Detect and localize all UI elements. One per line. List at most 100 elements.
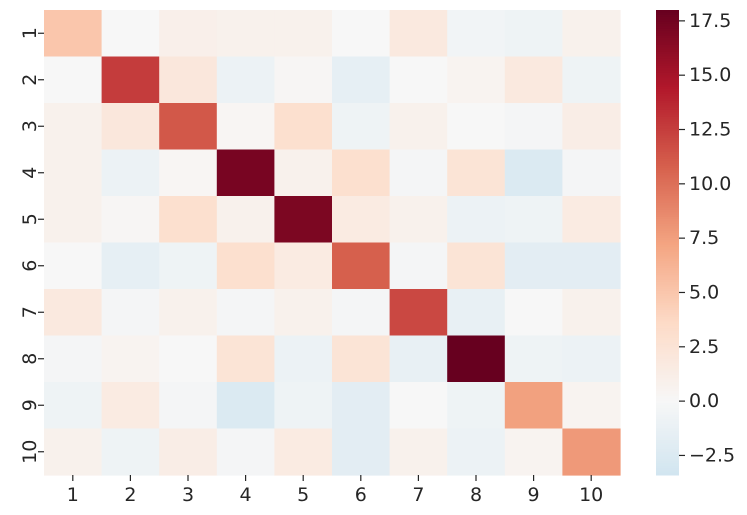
colorbar-strip xyxy=(656,451,679,455)
x-tick-label: 9 xyxy=(528,484,540,506)
colorbar-strip xyxy=(656,68,679,71)
colorbar-strip xyxy=(656,163,679,167)
colorbar-strip xyxy=(656,205,679,209)
colorbar-strip xyxy=(656,130,679,134)
colorbar-strip xyxy=(656,391,679,395)
colorbar-strip xyxy=(656,98,679,102)
heatmap-cell-r10-c9 xyxy=(504,428,563,476)
colorbar-strip xyxy=(656,233,679,237)
colorbar-strip xyxy=(656,219,679,223)
heatmap-cell-r8-c4 xyxy=(216,335,275,383)
heatmap-cell-r8-c6 xyxy=(332,335,391,383)
colorbar-strip xyxy=(656,235,679,239)
x-tick-label: 3 xyxy=(182,484,194,506)
heatmap-cell-r6-c10 xyxy=(562,242,621,290)
colorbar-strip xyxy=(656,44,679,48)
colorbar-strip xyxy=(656,295,679,299)
colorbar-strip xyxy=(656,191,679,195)
y-tick-label: 3 xyxy=(19,120,41,132)
colorbar-strip xyxy=(656,221,679,225)
x-tick-label: 10 xyxy=(579,484,603,506)
heatmap-cell-r4-c10 xyxy=(562,149,621,197)
colorbar-strip xyxy=(656,89,679,92)
heatmap-cell-r8-c3 xyxy=(159,335,218,383)
colorbar-strip xyxy=(656,302,679,306)
colorbar-strip xyxy=(656,393,679,397)
colorbar-strip xyxy=(656,165,679,169)
heatmap-cell-r1-c5 xyxy=(274,10,333,58)
colorbar-strip xyxy=(656,326,679,330)
colorbar-strip xyxy=(656,186,679,190)
heatmap-cell-r4-c5 xyxy=(274,149,333,197)
heatmap-cell-r4-c7 xyxy=(389,149,448,197)
colorbar-strip xyxy=(656,77,679,81)
heatmap-cell-r5-c10 xyxy=(562,196,621,244)
colorbar-strip xyxy=(656,444,679,448)
heatmap-cell-r1-c10 xyxy=(562,10,621,58)
colorbar-strip xyxy=(656,114,679,118)
colorbar-strip xyxy=(656,337,679,341)
y-tick-label: 6 xyxy=(19,260,41,272)
colorbar-strip xyxy=(656,423,679,427)
heatmap-cell-r2-c10 xyxy=(562,56,621,104)
colorbar-strip xyxy=(656,272,679,276)
heatmap-cell-r5-c5 xyxy=(274,196,333,244)
heatmap-cell-r9-c5 xyxy=(274,382,333,430)
heatmap-cell-r1-c6 xyxy=(332,10,391,58)
heatmap-cell-r5-c1 xyxy=(44,196,103,244)
colorbar-strip xyxy=(656,91,679,95)
colorbar-strip xyxy=(656,330,679,334)
heatmap-cell-r10-c7 xyxy=(389,428,448,476)
colorbar-strip xyxy=(656,261,679,264)
heatmap-cell-r9-c1 xyxy=(44,382,103,430)
y-axis: 1 2 3 4 5 6 7 8 9 10 xyxy=(19,27,44,464)
colorbar-strip xyxy=(656,312,679,316)
colorbar-strip xyxy=(656,307,679,311)
x-tick-label: 6 xyxy=(355,484,367,506)
colorbar-strip xyxy=(656,347,679,350)
colorbar-strip xyxy=(656,402,679,406)
colorbar-strip xyxy=(656,47,679,51)
colorbar-strip xyxy=(656,79,679,83)
heatmap-cell-r9-c3 xyxy=(159,382,218,430)
heatmap-cell-r1-c8 xyxy=(447,10,506,58)
heatmap-cell-r8-c7 xyxy=(389,335,448,383)
colorbar-strip xyxy=(656,256,679,260)
colorbar-tick-label: 0.0 xyxy=(689,390,719,412)
colorbar-strip xyxy=(656,133,679,137)
heatmap-cell-r6-c6 xyxy=(332,242,391,290)
heatmap-cell-r1-c1 xyxy=(44,10,103,58)
heatmap-cell-r4-c1 xyxy=(44,149,103,197)
colorbar-strip xyxy=(656,170,679,174)
colorbar-strip xyxy=(656,214,679,218)
colorbar-strip xyxy=(656,349,679,353)
colorbar-tick-label: 15.0 xyxy=(689,64,731,86)
colorbar-strip xyxy=(656,12,679,16)
colorbar-strip xyxy=(656,284,679,288)
colorbar-strip xyxy=(656,196,679,199)
heatmap-cell-r9-c2 xyxy=(101,382,160,430)
heatmap-cell-r10-c10 xyxy=(562,428,621,476)
heatmap-cell-r3-c4 xyxy=(216,103,275,151)
colorbar-strip xyxy=(656,386,679,390)
colorbar-strip xyxy=(656,35,679,39)
heatmap-cell-r9-c6 xyxy=(332,382,391,430)
colorbar-strip xyxy=(656,456,679,460)
colorbar-strip xyxy=(656,430,679,434)
heatmap-cell-r2-c2 xyxy=(101,56,160,104)
colorbar-strip xyxy=(656,463,679,467)
colorbar-strip xyxy=(656,179,679,183)
colorbar-strip xyxy=(656,109,679,113)
colorbar-strip xyxy=(656,228,679,232)
colorbar-strip xyxy=(656,372,679,376)
y-tick-label: 5 xyxy=(19,213,41,225)
heatmap-cell-r6-c4 xyxy=(216,242,275,290)
colorbar-strip xyxy=(656,10,679,13)
heatmap-cell-r3-c2 xyxy=(101,103,160,151)
colorbar-strip xyxy=(656,377,679,381)
heatmap-cell-r8-c9 xyxy=(504,335,563,383)
colorbar-strip xyxy=(656,63,679,67)
colorbar-strip xyxy=(656,300,679,304)
heatmap-cell-r6-c1 xyxy=(44,242,103,290)
colorbar-strip xyxy=(656,147,679,151)
